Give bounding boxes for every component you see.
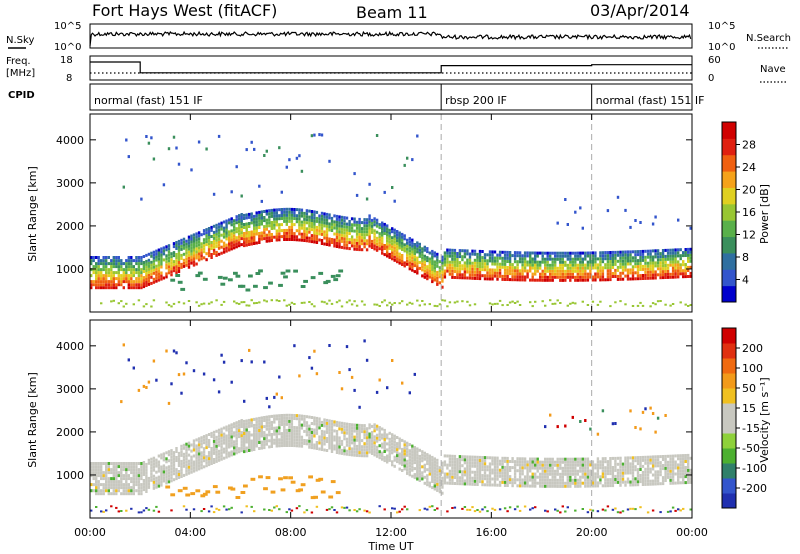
velocity-heatmap: [90, 320, 692, 518]
velocity-colorbar: 200 100 50 15 -15 -50 -100 -200: [721, 327, 767, 509]
noise-panel: N.Sky 10^5 10^0 10^5 10^0 N.Search: [6, 21, 791, 53]
x-axis: 00:00 04:00 08:00 12:00 16:00 20:00 00:00: [74, 114, 708, 539]
y-tick-label: 2000: [56, 220, 84, 233]
colorbar-tick: -200: [742, 482, 767, 495]
colorbar-swatch: [722, 388, 736, 404]
frequency-panel: Freq. [MHz] 18 8 60 0 Nave: [6, 55, 788, 84]
power-heatmap: [90, 114, 692, 312]
colorbar-swatch: [722, 138, 736, 156]
x-tick-label: 16:00: [475, 526, 507, 539]
cpid-label: CPID: [8, 90, 35, 101]
colorbar-swatch: [722, 358, 736, 374]
colorbar-swatch: [722, 493, 736, 509]
colorbar-tick: 8: [742, 251, 749, 264]
x-tick-label: 20:00: [576, 526, 608, 539]
colorbar-tick: -100: [742, 462, 767, 475]
noise-left-tick-top: 10^5: [54, 21, 81, 32]
cpid-segment-label: normal (fast) 151 IF: [94, 94, 203, 107]
power-colorbar-label: Power [dB]: [758, 184, 771, 244]
colorbar-tick: 200: [742, 342, 763, 355]
colorbar-swatch: [722, 236, 736, 254]
noise-right-tick-bottom: 10^0: [708, 42, 735, 53]
colorbar-tick: 24: [742, 161, 756, 174]
colorbar-tick: 15: [742, 402, 756, 415]
colorbar-swatch: [722, 418, 736, 434]
freq-tick-bottom: 8: [66, 73, 72, 84]
colorbar-swatch: [722, 433, 736, 449]
x-tick-label: 04:00: [174, 526, 206, 539]
x-tick-label: 08:00: [275, 526, 307, 539]
freq-tick-top: 18: [60, 55, 73, 66]
colorbar-tick: 4: [742, 274, 749, 287]
y-tick-label: 4000: [56, 134, 84, 147]
power-panel: 4000 3000 2000 1000 Slant Range [km] 28 24 20…: [26, 113, 771, 313]
freq-label-line1: Freq.: [6, 56, 31, 67]
nave-label: Nave: [760, 64, 786, 75]
colorbar-swatch: [722, 373, 736, 389]
beam-label: Beam 11: [356, 3, 428, 22]
x-tick-label: 00:00: [74, 526, 106, 539]
colorbar-swatch: [722, 403, 736, 419]
colorbar-tick: -50: [742, 442, 760, 455]
power-colorbar: 28 24 20 16 12 8 4: [721, 121, 756, 303]
colorbar-swatch: [722, 252, 736, 270]
colorbar-tick: 50: [742, 382, 756, 395]
y-tick-label: 2000: [56, 426, 84, 439]
noise-right-tick-top: 10^5: [708, 21, 735, 32]
colorbar-swatch: [722, 171, 736, 188]
colorbar-swatch: [722, 203, 736, 221]
colorbar-tick: -15: [742, 422, 760, 435]
noise-left-label: N.Sky: [6, 35, 34, 46]
velocity-panel: 4000 3000 2000 1000 Slant Range [km] 200 100…: [26, 319, 771, 519]
station-title: Fort Hays West (fitACF): [92, 1, 277, 20]
freq-label-line2: [MHz]: [6, 68, 35, 79]
colorbar-swatch: [722, 220, 736, 238]
y-tick-label: 4000: [56, 340, 84, 353]
y-tick-label: 3000: [56, 383, 84, 396]
colorbar-swatch: [722, 285, 736, 303]
velocity-ylabel: Slant Range [km]: [26, 372, 39, 468]
cpid-segment-label: rbsp 200 IF: [445, 94, 507, 107]
colorbar-tick: 20: [742, 184, 756, 197]
colorbar-swatch: [722, 328, 736, 344]
date-label: 03/Apr/2014: [590, 1, 690, 20]
x-tick-label: 12:00: [375, 526, 407, 539]
frequency-trace: [90, 61, 692, 74]
noise-trace: [89, 30, 692, 47]
y-tick-label: 1000: [56, 469, 84, 482]
colorbar-swatch: [722, 478, 736, 494]
colorbar-swatch: [722, 187, 736, 205]
colorbar-swatch: [722, 463, 736, 479]
nave-tick-bottom: 0: [708, 73, 714, 84]
colorbar-swatch: [722, 122, 736, 139]
colorbar-tick: 28: [742, 139, 756, 152]
colorbar-swatch: [722, 448, 736, 464]
y-tick-label: 3000: [56, 177, 84, 190]
cpid-panel: CPID normal (fast) 151 IF rbsp 200 IF norm…: [8, 83, 705, 111]
velocity-colorbar-label: Velocity [m s⁻¹]: [758, 377, 771, 462]
colorbar-tick: 12: [742, 229, 756, 242]
power-ylabel: Slant Range [km]: [26, 166, 39, 262]
x-axis-label: Time UT: [367, 540, 413, 553]
cpid-segments: normal (fast) 151 IF rbsp 200 IF normal (f…: [94, 84, 705, 110]
noise-right-label: N.Search: [746, 33, 791, 44]
x-tick-label: 00:00: [676, 526, 708, 539]
colorbar-swatch: [722, 343, 736, 359]
colorbar-swatch: [722, 269, 736, 287]
colorbar-tick: 100: [742, 362, 763, 375]
colorbar-swatch: [722, 154, 736, 172]
colorbar-tick: 16: [742, 206, 756, 219]
nave-tick-top: 60: [708, 55, 721, 66]
cpid-segment-label: normal (fast) 151 IF: [596, 94, 705, 107]
y-tick-label: 1000: [56, 263, 84, 276]
noise-left-tick-bottom: 10^0: [54, 42, 81, 53]
